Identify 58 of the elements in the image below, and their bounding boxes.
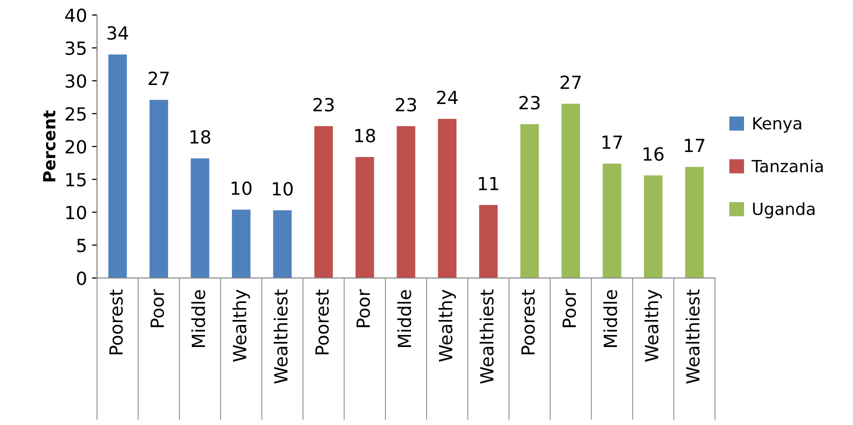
bar: [644, 175, 662, 278]
data-label: 27: [148, 72, 169, 85]
data-label: 27: [560, 75, 581, 89]
data-label: 34: [107, 26, 128, 40]
x-tick-label: Poor: [150, 289, 164, 328]
x-tick-label: Wealthy: [438, 290, 456, 362]
data-label: 18: [190, 130, 210, 144]
bar: [356, 157, 374, 278]
data-label: 10: [272, 182, 293, 196]
bar: [150, 100, 168, 278]
legend-label: Kenya: [753, 117, 802, 133]
bar: [562, 104, 580, 278]
data-label: 17: [602, 136, 622, 149]
y-tick-label: 0: [76, 271, 86, 286]
y-tick-label: 30: [66, 74, 86, 88]
x-tick-label: Wealthiest: [686, 290, 700, 384]
data-label: 10: [232, 181, 252, 196]
bar: [520, 124, 539, 278]
bar: [190, 158, 210, 278]
x-tick-label: Middle: [191, 290, 206, 347]
x-tick-label: Poorest: [521, 290, 535, 354]
data-label: 23: [313, 98, 334, 112]
bar: [108, 54, 127, 278]
bar: [396, 126, 416, 278]
x-tick-label: Wealthiest: [480, 290, 494, 384]
bar: [602, 164, 622, 278]
x-tick-label: Poor: [356, 289, 370, 328]
y-tick-label: 15: [66, 173, 86, 186]
legend-label: Tanzania: [752, 159, 823, 172]
y-tick-label: 25: [66, 107, 86, 121]
x-tick-label: Middle: [603, 290, 618, 347]
x-tick-label: Wealthy: [644, 290, 662, 362]
x-tick-label: Middle: [397, 290, 412, 347]
data-label: 23: [396, 98, 416, 112]
x-tick-label: Wealthy: [232, 290, 250, 362]
data-label: 16: [644, 147, 664, 161]
x-tick-label: Poor: [562, 289, 576, 328]
x-tick-label: Wealthiest: [274, 290, 288, 384]
y-axis-title: Percent: [43, 110, 56, 182]
data-label: 11: [478, 176, 498, 190]
data-label: 24: [437, 90, 458, 104]
x-tick-label: Poorest: [315, 290, 329, 354]
legend-label: Uganda: [753, 202, 814, 218]
bar: [479, 205, 498, 278]
y-tick-label: 5: [77, 238, 86, 252]
bar: [232, 210, 250, 278]
y-tick-label: 35: [66, 41, 86, 55]
y-tick-label: 40: [65, 8, 86, 22]
data-label: 23: [519, 96, 540, 110]
x-tick-label: Poorest: [109, 290, 123, 354]
y-tick-label: 20: [66, 140, 86, 154]
bar: [273, 210, 292, 278]
bar: [438, 118, 456, 278]
bar: [685, 166, 704, 278]
data-label: 18: [355, 128, 376, 142]
bar: [314, 126, 333, 278]
y-tick-label: 10: [66, 206, 86, 220]
data-label: 17: [684, 138, 704, 152]
